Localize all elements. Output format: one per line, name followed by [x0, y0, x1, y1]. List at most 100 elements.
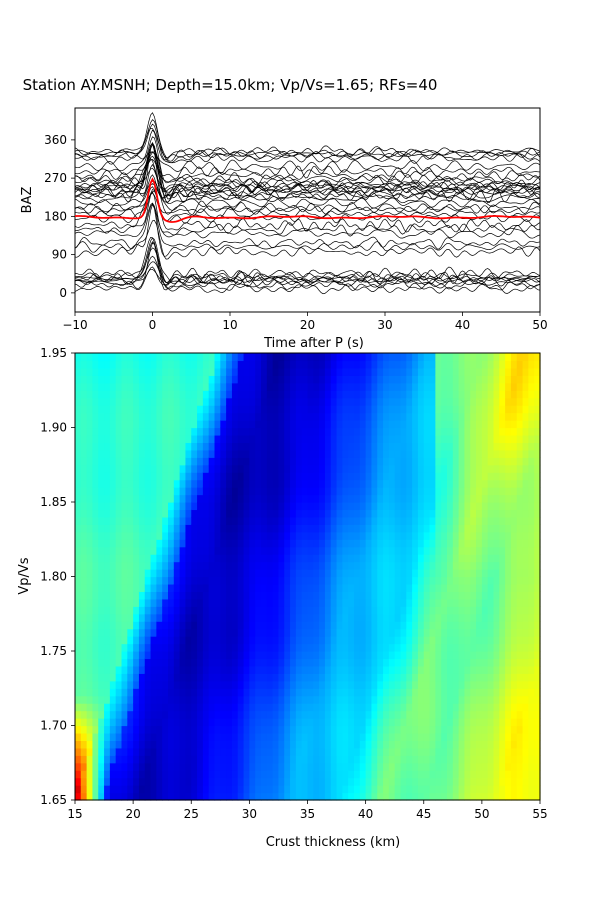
hk-cell	[295, 665, 303, 674]
hk-cell	[534, 747, 541, 756]
hk-cell	[354, 762, 361, 771]
hk-cell	[301, 762, 309, 771]
hk-cell	[226, 718, 233, 727]
hk-cell	[133, 509, 140, 518]
hk-cell	[528, 643, 535, 652]
hk-cell	[528, 665, 535, 674]
hk-cell	[121, 613, 128, 622]
hk-cell	[104, 755, 111, 764]
hk-cell	[133, 591, 140, 600]
hk-cell	[290, 367, 297, 376]
hk-cell	[319, 643, 326, 652]
hk-cell	[150, 583, 157, 592]
hk-cell	[348, 762, 355, 771]
hk-cell	[115, 621, 123, 630]
hk-cell	[470, 487, 477, 496]
hk-cell	[295, 777, 303, 786]
hk-cell	[319, 591, 326, 600]
hk-cell	[197, 412, 204, 421]
hk-cell	[168, 732, 175, 741]
hk-cell	[162, 621, 169, 630]
hk-cell	[394, 636, 402, 645]
hk-cell	[92, 613, 99, 622]
hk-cell	[150, 546, 157, 555]
hk-cell	[371, 367, 378, 376]
hk-cell	[447, 777, 454, 786]
hk-cell	[441, 725, 448, 734]
hk-cell	[394, 673, 402, 682]
hk-cell	[348, 405, 355, 414]
hk-cell	[104, 569, 111, 578]
hk-cell	[214, 464, 221, 473]
hk-cell	[354, 792, 361, 801]
hk-cell	[231, 442, 239, 451]
hk-cell	[458, 777, 466, 786]
hk-cell	[516, 539, 524, 548]
hk-cell	[133, 494, 140, 503]
hk-cell	[144, 524, 152, 533]
hk-cell	[324, 569, 332, 578]
hk-cell	[261, 718, 268, 727]
hk-cell	[522, 598, 529, 607]
hk-cell	[115, 651, 123, 660]
hk-cell	[359, 732, 367, 741]
hk-cell	[138, 755, 146, 764]
hk-cell	[272, 516, 280, 525]
hk-cell	[348, 420, 355, 429]
hk-cell	[231, 531, 239, 540]
hk-cell	[237, 509, 245, 518]
hk-cell	[80, 509, 88, 518]
hk-cell	[371, 382, 378, 391]
hk-cell	[354, 360, 361, 369]
hk-cell	[162, 591, 169, 600]
hk-cell	[388, 561, 396, 570]
hk-cell	[202, 598, 210, 607]
hk-cell	[75, 479, 82, 488]
hk-cell	[412, 367, 419, 376]
hk-cell	[290, 561, 297, 570]
hk-cell	[98, 561, 105, 570]
hk-cell	[307, 785, 314, 794]
hk-cell	[86, 770, 94, 779]
hk-cell	[185, 777, 192, 786]
hk-cell	[319, 509, 326, 518]
hk-cell	[220, 487, 227, 496]
hk-cell	[133, 680, 140, 689]
hk-cell	[115, 531, 123, 540]
hk-cell	[481, 487, 489, 496]
hk-cell	[354, 487, 361, 496]
hk-cell	[301, 539, 309, 548]
hk-cell	[226, 427, 233, 436]
hk-cell	[476, 382, 483, 391]
hk-cell	[278, 405, 285, 414]
hk-cell	[388, 367, 396, 376]
hk-cell	[127, 390, 134, 399]
hk-cell	[214, 762, 221, 771]
hk-cell	[522, 539, 529, 548]
hk-cell	[371, 695, 378, 704]
hk-cell	[284, 762, 291, 771]
hk-cell	[371, 412, 378, 421]
hk-cell	[121, 502, 128, 511]
hk-cell	[173, 613, 181, 622]
hk-cell	[313, 449, 320, 458]
hk-cell	[173, 509, 181, 518]
hk-cell	[324, 613, 332, 622]
hk-cell	[295, 353, 303, 362]
hk-cell	[388, 524, 396, 533]
hk-cell	[516, 598, 524, 607]
hk-cell	[284, 747, 291, 756]
hk-cell	[499, 427, 506, 436]
hk-cell	[383, 688, 390, 697]
hk-cell	[377, 740, 384, 749]
hk-cell	[278, 755, 285, 764]
hk-cell	[365, 643, 373, 652]
hk-cell	[429, 621, 436, 630]
hk-cell	[80, 658, 88, 667]
hk-cell	[150, 412, 157, 421]
hk-cell	[534, 464, 541, 473]
hk-cell	[383, 718, 390, 727]
hk-cell	[307, 390, 314, 399]
hk-cell	[249, 457, 256, 466]
hk-cell	[295, 576, 303, 585]
